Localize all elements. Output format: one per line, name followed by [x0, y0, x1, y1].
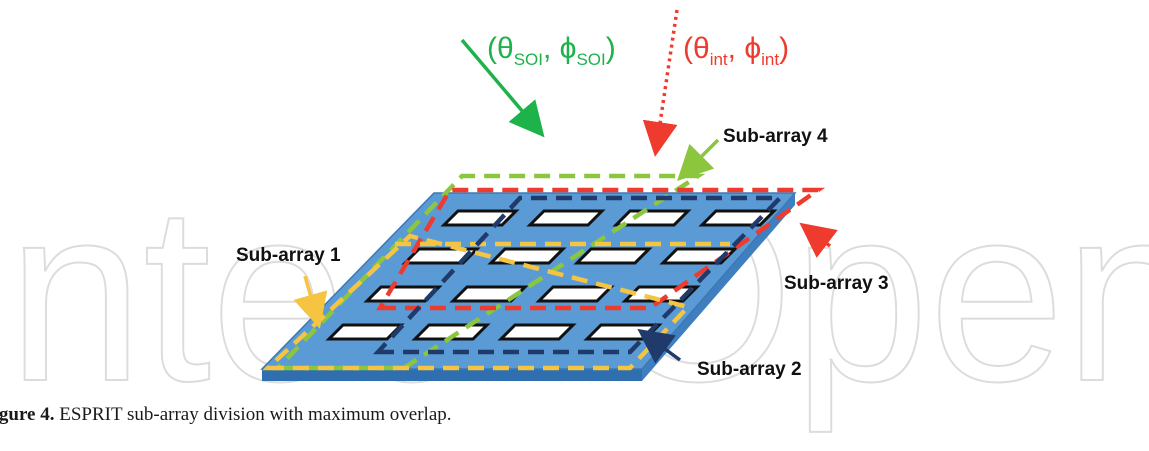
subarray-1-pointer — [293, 275, 328, 329]
interference-arrow — [642, 9, 679, 157]
array-element — [401, 247, 481, 265]
board-side-front — [262, 369, 642, 381]
subarray-3-pointer — [799, 222, 838, 258]
array-element — [526, 209, 606, 227]
array-element — [411, 323, 491, 341]
subarray-4-label: Sub-array 4 — [723, 126, 828, 147]
board-side-right — [642, 193, 795, 381]
array-element — [497, 323, 577, 341]
subarray-3-outline — [376, 187, 826, 311]
array-element — [440, 209, 520, 227]
array-element — [363, 285, 443, 303]
int-angle-label: (θint, ϕint) — [683, 32, 789, 69]
subarray-1-label: Sub-array 1 — [236, 245, 341, 266]
array-element — [535, 285, 615, 303]
array-element — [325, 323, 405, 341]
subarray-3-label: Sub-array 3 — [784, 273, 889, 294]
soi-arrow — [460, 38, 545, 138]
caption-label: Figure 4. — [0, 404, 55, 425]
subarray-2-label: Sub-array 2 — [697, 359, 802, 380]
soi-angle-label: (θSOI, ϕSOI) — [487, 32, 616, 69]
subarray-2-pointer — [637, 328, 682, 364]
subarray-4-pointer — [677, 138, 720, 181]
array-element — [612, 209, 692, 227]
caption-text: ESPRIT sub-array division with maximum o… — [59, 404, 452, 425]
figure-caption: Figure 4. ESPRIT sub-array division with… — [0, 404, 452, 426]
array-element — [573, 247, 653, 265]
array-element — [449, 285, 529, 303]
